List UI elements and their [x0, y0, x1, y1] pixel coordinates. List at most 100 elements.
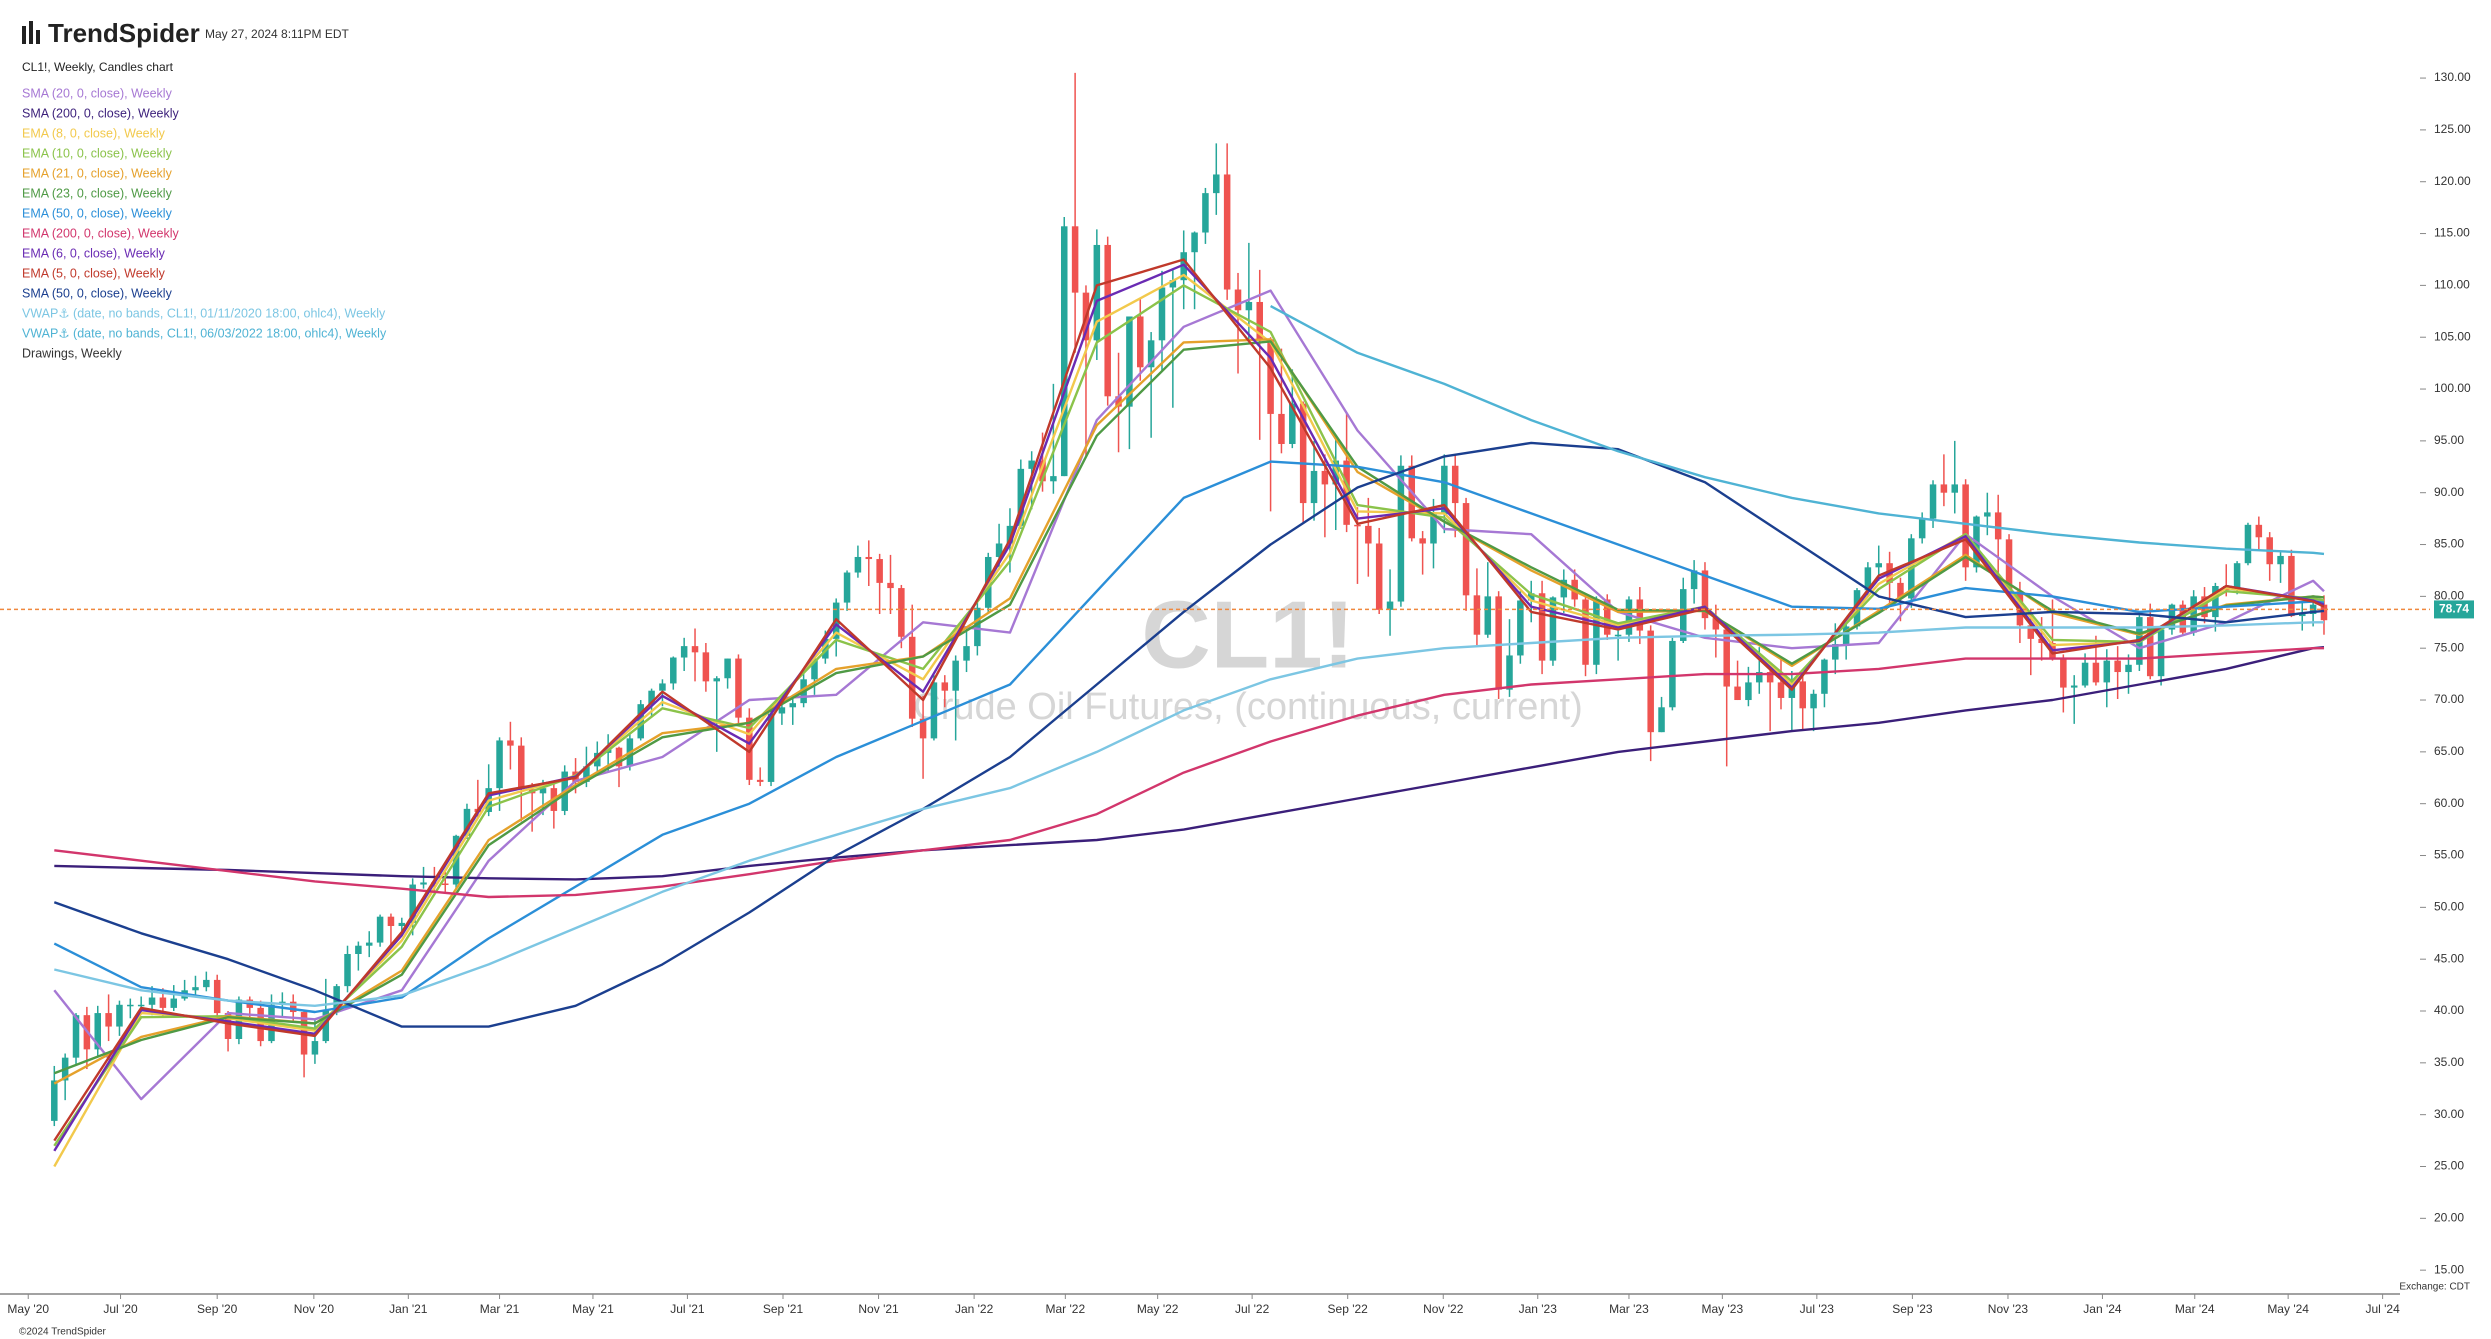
candle-body	[1832, 644, 1839, 660]
y-tick-label: 115.00	[2434, 226, 2470, 240]
candle-body	[72, 1015, 80, 1058]
candle-body	[1006, 525, 1014, 544]
candle-body	[963, 646, 970, 661]
candle-body	[2027, 625, 2035, 639]
candle-body	[1017, 468, 1025, 526]
candle-body	[2212, 585, 2219, 618]
x-tick-label: Jul '22	[1235, 1302, 1270, 1316]
candle-body	[1060, 226, 1068, 477]
candle-body	[94, 1013, 101, 1050]
timestamp: May 27, 2024 8:11PM EDT	[205, 27, 350, 41]
x-tick-label: Jul '20	[103, 1302, 138, 1316]
candle-body	[105, 1013, 112, 1027]
candle-body	[518, 745, 525, 790]
candle-body	[1994, 512, 2002, 540]
plot-area: 15.00 20.00 25.00 30.00 35.00 40.00 45.00 50.00…	[0, 70, 2474, 1316]
candle-body	[1951, 484, 1959, 493]
x-tick-label: May '20	[7, 1302, 49, 1316]
candle-body	[1462, 503, 1470, 596]
candle-body	[952, 660, 959, 691]
candle-body	[1560, 579, 1568, 598]
candle-body	[2299, 613, 2306, 617]
footer: ©2024 TrendSpider	[19, 1327, 107, 1338]
indicator-line	[53, 460, 2325, 1014]
x-tick-label: Nov '21	[858, 1302, 899, 1316]
candle-body	[1875, 563, 1882, 568]
candle-body	[507, 740, 514, 746]
y-tick-label: 125.00	[2434, 122, 2471, 136]
x-tick-label: Mar '23	[1609, 1302, 1649, 1316]
legend-entry: VWAP⚓ (date, no bands, CL1!, 01/11/2020 …	[22, 306, 386, 320]
candle-body	[1690, 570, 1698, 590]
candle-body	[1614, 634, 1622, 637]
candle-body	[333, 986, 340, 1010]
candle-body	[213, 979, 221, 1014]
candle-body	[1299, 403, 1307, 504]
candle-body	[2070, 685, 2078, 688]
indicator-line	[53, 340, 2325, 1075]
candle-body	[1756, 672, 1763, 683]
candle-body	[1419, 538, 1426, 544]
y-tick-label: 60.00	[2434, 796, 2464, 810]
x-tick-label: May '24	[2267, 1302, 2309, 1316]
candle-body	[1962, 484, 1969, 568]
candle-body	[1929, 484, 1937, 519]
y-tick-label: 90.00	[2434, 485, 2464, 499]
legend-entry: SMA (20, 0, close), Weekly	[22, 86, 173, 100]
candle-body	[887, 582, 894, 589]
legend-entry: SMA (200, 0, close), Weekly	[22, 106, 180, 120]
indicator-line	[1270, 305, 2325, 556]
indicator-line	[53, 284, 2325, 1147]
candle-body	[170, 998, 178, 1008]
candle-body	[735, 658, 742, 718]
chart-title: CL1!, Weekly, Candles chart	[22, 60, 174, 74]
candle-body	[2244, 524, 2252, 564]
x-tick-label: May '23	[1702, 1302, 1744, 1316]
legend-entry: SMA (50, 0, close), Weekly	[22, 286, 173, 300]
candle-body	[919, 718, 927, 739]
x-tick-label: Jul '23	[1800, 1302, 1835, 1316]
candle-body	[1191, 232, 1198, 253]
y-tick-label: 40.00	[2434, 1003, 2464, 1017]
candle-body	[1386, 601, 1394, 610]
candle-body	[355, 945, 362, 954]
candle-body	[1223, 174, 1231, 290]
candle-body	[1245, 301, 1253, 311]
x-tick-label: Jan '21	[389, 1302, 428, 1316]
candle-body	[1441, 465, 1448, 515]
y-tick-label: 45.00	[2434, 951, 2464, 965]
candle-body	[1028, 460, 1035, 469]
candle-body	[2060, 657, 2067, 688]
candle-body	[1777, 682, 1785, 698]
candle-body	[1332, 460, 1340, 485]
candle-body	[1636, 599, 1644, 631]
legend-entry: EMA (50, 0, close), Weekly	[22, 206, 173, 220]
indicator-line	[54, 647, 2324, 899]
candle-body	[1256, 301, 1263, 340]
y-tick-label: 85.00	[2434, 537, 2464, 551]
candle-body	[670, 657, 677, 684]
x-tick-label: Nov '22	[1423, 1302, 1464, 1316]
candle-body	[192, 987, 199, 991]
candle-body	[1658, 707, 1665, 733]
candle-body	[2146, 617, 2154, 677]
x-tick-label: Sep '21	[763, 1302, 804, 1316]
candle-body	[1115, 396, 1122, 407]
y-tick-label: 65.00	[2434, 744, 2464, 758]
candle-body	[1169, 280, 1177, 288]
y-tick-label: 20.00	[2434, 1210, 2464, 1224]
candle-body	[365, 942, 373, 946]
candle-body	[1147, 340, 1155, 368]
candle-body	[1842, 626, 1850, 645]
candle-body	[203, 979, 210, 988]
candle-body	[116, 1004, 123, 1027]
y-tick-label: 35.00	[2434, 1055, 2464, 1069]
candle-body	[1354, 524, 1361, 527]
candle-body	[1647, 630, 1654, 733]
legend-entry: EMA (23, 0, close), Weekly	[22, 186, 173, 200]
candle-body	[1766, 672, 1774, 683]
x-tick-label: May '21	[572, 1302, 614, 1316]
watermark: CL1!	[1141, 581, 1354, 688]
